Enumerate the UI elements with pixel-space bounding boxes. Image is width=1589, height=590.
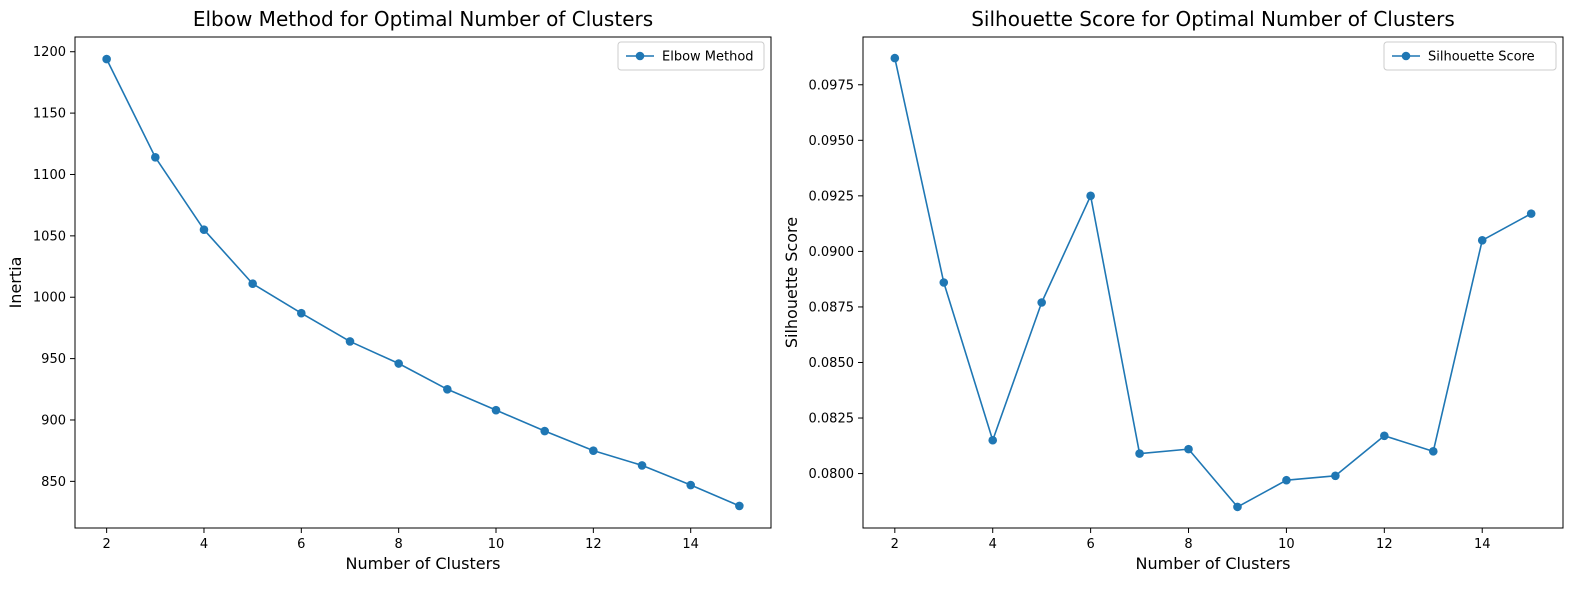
y-tick-label: 1150 xyxy=(33,107,66,122)
x-tick-label: 2 xyxy=(891,537,899,552)
legend-marker xyxy=(1401,51,1411,61)
legend-marker xyxy=(635,51,645,61)
y-tick-label: 1200 xyxy=(33,45,66,60)
data-point xyxy=(686,480,695,490)
data-point xyxy=(345,337,355,346)
legend-label: Elbow Method xyxy=(662,50,754,65)
data-point xyxy=(1526,209,1536,218)
y-tick-label: 0.0850 xyxy=(809,356,855,371)
x-tick-label: 12 xyxy=(1376,537,1393,552)
data-point xyxy=(297,308,306,318)
x-tick-label: 8 xyxy=(1184,537,1192,552)
chart-2: Silhouette Score for Optimal Number of C… xyxy=(782,7,1564,573)
chart-1: Elbow Method for Optimal Number of Clust… xyxy=(6,7,772,573)
x-tick-label: 10 xyxy=(488,537,505,552)
data-point xyxy=(102,54,111,64)
data-point xyxy=(151,152,160,162)
data-point xyxy=(735,501,744,511)
chart-title: Silhouette Score for Optimal Number of C… xyxy=(971,7,1455,31)
data-point xyxy=(1428,447,1438,456)
data-point xyxy=(1135,449,1144,458)
data-point xyxy=(637,461,647,470)
data-point xyxy=(443,384,452,394)
y-tick-label: 900 xyxy=(41,413,66,428)
data-point xyxy=(248,279,257,289)
data-point xyxy=(890,53,900,63)
x-tick-label: 8 xyxy=(395,537,403,552)
chart-title: Elbow Method for Optimal Number of Clust… xyxy=(193,7,653,31)
data-point xyxy=(939,278,949,287)
y-tick-label: 0.0900 xyxy=(809,245,855,260)
y-tick-label: 0.0875 xyxy=(809,300,855,315)
y-tick-label: 850 xyxy=(41,475,66,490)
legend-label: Silhouette Score xyxy=(1428,50,1535,65)
data-point xyxy=(589,446,598,455)
x-axis-label: Number of Clusters xyxy=(1136,554,1291,573)
x-tick-label: 4 xyxy=(989,537,997,552)
x-tick-label: 10 xyxy=(1278,537,1295,552)
legend-box xyxy=(617,41,765,71)
legend-box xyxy=(1383,41,1557,71)
data-point xyxy=(1331,471,1340,481)
x-tick-label: 14 xyxy=(1474,537,1491,552)
y-tick-label: 1100 xyxy=(33,168,66,183)
x-tick-label: 6 xyxy=(297,537,305,552)
x-tick-label: 4 xyxy=(200,537,208,552)
y-tick-label: 0.0950 xyxy=(809,134,855,149)
data-point xyxy=(988,435,998,445)
y-axis-label: Inertia xyxy=(6,257,25,309)
data-point xyxy=(1184,444,1193,454)
y-tick-label: 1000 xyxy=(33,291,66,306)
data-point xyxy=(1233,502,1242,512)
x-axis-label: Number of Clusters xyxy=(346,554,501,573)
data-point xyxy=(491,405,501,415)
x-tick-label: 2 xyxy=(102,537,110,552)
x-tick-label: 14 xyxy=(682,537,699,552)
series-line xyxy=(894,57,1532,508)
x-tick-label: 6 xyxy=(1086,537,1094,552)
y-tick-label: 950 xyxy=(41,352,66,367)
y-tick-label: 0.0975 xyxy=(809,78,855,93)
data-point xyxy=(540,426,549,436)
plot-frame xyxy=(862,36,1564,529)
y-axis-label: Silhouette Score xyxy=(782,217,801,348)
data-point xyxy=(1477,235,1487,245)
data-point xyxy=(1380,431,1389,441)
plot-frame xyxy=(74,36,772,529)
y-tick-label: 0.0825 xyxy=(809,412,855,427)
y-tick-label: 1050 xyxy=(33,229,66,244)
y-tick-label: 0.0925 xyxy=(809,189,855,204)
y-tick-label: 0.0800 xyxy=(809,467,855,482)
data-point xyxy=(1282,475,1291,485)
series-line xyxy=(105,58,740,507)
data-point xyxy=(1086,191,1095,201)
data-point xyxy=(1037,298,1046,307)
x-tick-label: 12 xyxy=(585,537,602,552)
data-point xyxy=(394,359,403,368)
data-point xyxy=(199,225,209,235)
